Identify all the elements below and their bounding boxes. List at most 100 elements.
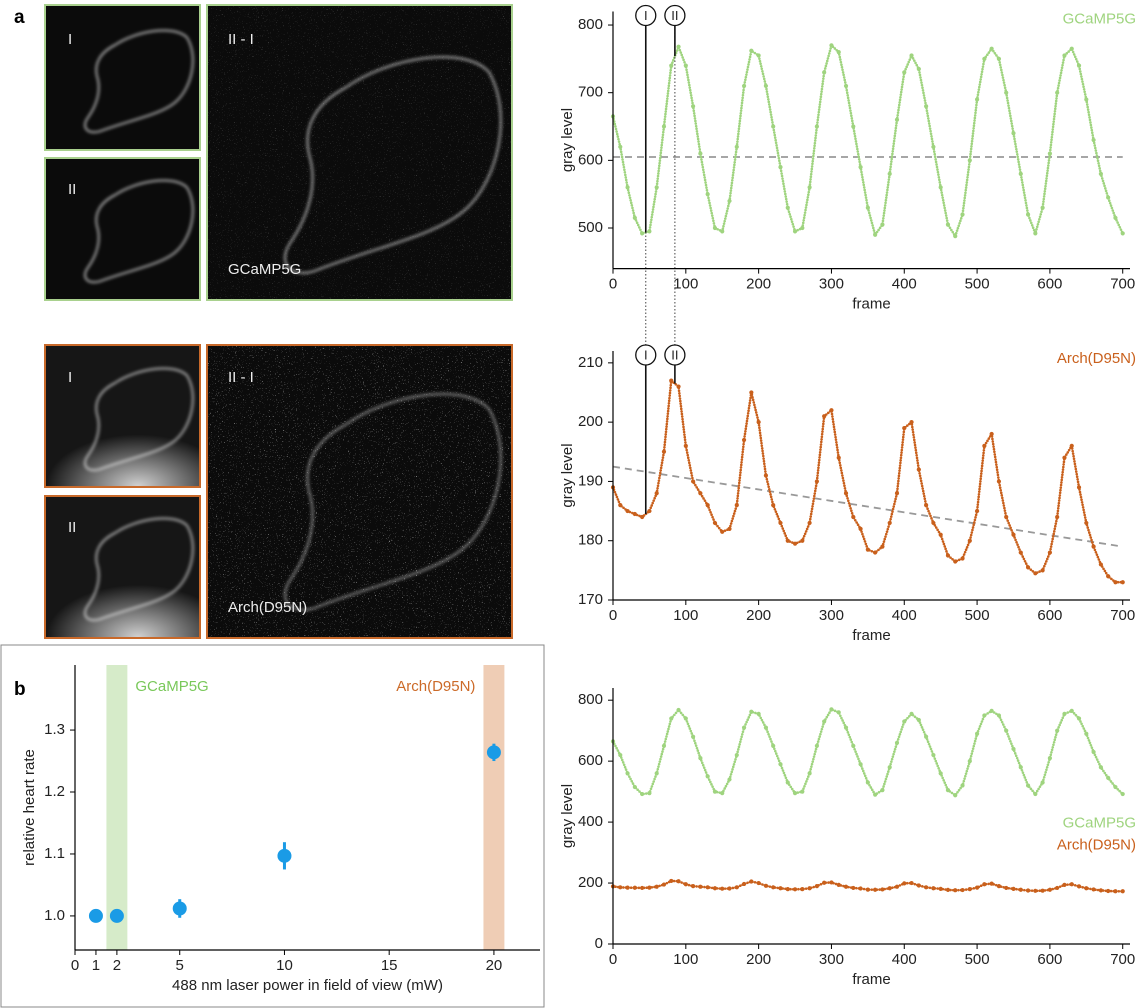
y-tick-label: 1.1 <box>44 845 65 862</box>
data-point <box>1069 708 1074 713</box>
data-point <box>945 787 951 793</box>
data-point <box>486 745 501 760</box>
data-point <box>741 725 747 730</box>
y-tick-label: 800 <box>578 691 603 708</box>
x-tick-label: 0 <box>609 951 617 968</box>
data-point <box>851 885 856 891</box>
data-point <box>741 881 747 887</box>
data-point <box>1040 888 1045 893</box>
data-point <box>1091 749 1096 755</box>
x-axis-label: 488 nm laser power in field of view (mW) <box>172 977 443 994</box>
data-point <box>1098 562 1103 567</box>
data-point <box>1091 887 1096 892</box>
data-point <box>618 144 623 149</box>
data-point <box>982 882 987 887</box>
data-point <box>916 883 921 888</box>
data-point <box>1018 887 1023 892</box>
y-tick-label: 1.0 <box>44 907 65 924</box>
data-point <box>1076 485 1082 490</box>
data-point <box>931 752 936 758</box>
data-point <box>632 885 637 890</box>
x-tick-label: 700 <box>1110 607 1135 624</box>
legend-label: Arch(D95N) <box>1057 350 1136 367</box>
data-point <box>792 541 798 546</box>
x-tick-label: 200 <box>746 607 771 624</box>
data-point <box>909 711 914 717</box>
data-point <box>690 104 696 109</box>
data-point <box>640 791 645 797</box>
y-tick-label: 500 <box>578 219 603 236</box>
data-point <box>676 707 681 713</box>
data-point <box>800 225 805 231</box>
data-point <box>1113 889 1118 894</box>
data-point <box>669 878 674 884</box>
data-point <box>734 752 739 758</box>
data-point <box>1120 580 1125 585</box>
data-point <box>1018 550 1023 555</box>
data-point <box>661 743 667 749</box>
data-point <box>1120 791 1125 797</box>
reference-line <box>612 465 1123 548</box>
y-tick-label: 1.2 <box>44 783 65 800</box>
data-point <box>720 529 725 534</box>
x-tick-label: 0 <box>609 607 617 624</box>
data-point <box>967 887 972 892</box>
data-point <box>865 205 870 210</box>
data-point <box>843 83 849 89</box>
data-point <box>836 710 841 715</box>
data-point <box>938 532 943 537</box>
data-point <box>974 97 980 102</box>
x-tick-label: 2 <box>113 957 121 974</box>
data-point <box>1011 131 1016 136</box>
data-point <box>865 780 870 785</box>
x-tick-label: 400 <box>892 607 917 624</box>
data-point <box>909 53 914 58</box>
x-tick-label: 500 <box>965 607 990 624</box>
image-label: II - I <box>228 31 254 48</box>
y-axis-label: gray level <box>559 443 576 507</box>
data-point <box>277 848 292 863</box>
data-point <box>953 234 958 239</box>
data-point <box>618 503 623 508</box>
data-point <box>894 491 900 496</box>
data-point <box>771 743 776 749</box>
data-point <box>1076 884 1082 889</box>
data-point <box>843 491 849 496</box>
marker-circle <box>664 344 686 366</box>
data-point <box>785 887 790 892</box>
data-point <box>1011 886 1016 891</box>
data-point <box>931 520 936 526</box>
data-point <box>938 185 943 190</box>
data-point <box>880 887 885 892</box>
data-point <box>902 719 907 724</box>
x-tick-label: 10 <box>276 957 293 974</box>
data-point <box>873 232 878 237</box>
data-point <box>1047 550 1053 555</box>
data-point <box>705 192 710 197</box>
data-point <box>661 124 667 129</box>
data-point <box>894 117 900 122</box>
data-point <box>858 886 863 891</box>
data-point <box>676 879 681 884</box>
data-point <box>894 884 900 889</box>
y-tick-label: 700 <box>578 84 603 101</box>
data-point <box>851 514 856 520</box>
data-point <box>698 755 703 761</box>
x-tick-label: 200 <box>746 276 771 293</box>
y-tick-label: 1.3 <box>44 721 65 738</box>
data-point <box>814 124 819 129</box>
data-point <box>625 508 630 514</box>
x-tick-label: 500 <box>965 951 990 968</box>
data-point <box>625 885 630 890</box>
data-point <box>1084 886 1089 891</box>
legend-label: GCaMP5G <box>1063 10 1136 27</box>
data-point <box>836 49 841 55</box>
data-point <box>1004 885 1009 891</box>
data-point <box>705 503 710 508</box>
data-point <box>727 198 732 204</box>
data-point <box>953 888 958 893</box>
data-point <box>996 713 1002 718</box>
data-point <box>1047 151 1053 156</box>
data-point <box>1011 532 1016 537</box>
y-tick-label: 200 <box>578 874 603 891</box>
